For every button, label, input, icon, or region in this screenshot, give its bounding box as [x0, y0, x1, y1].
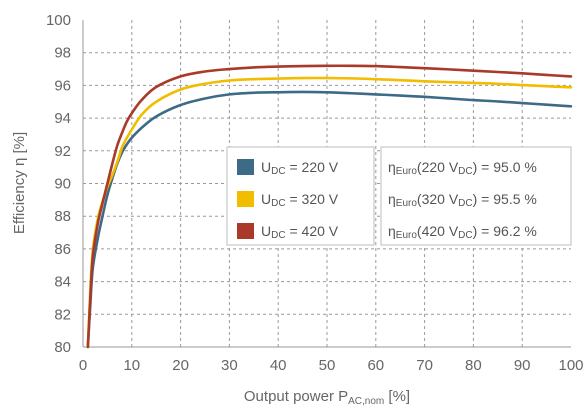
euro-efficiency-3: ηEuro(420 VDC) = 96.2 % — [388, 223, 537, 241]
y-tick-label: 88 — [54, 208, 71, 225]
legend-label-sub: DC — [271, 166, 285, 177]
euro-value: ) = 95.0 % — [473, 159, 537, 175]
legend-swatch-3 — [237, 223, 254, 239]
x-tick-label: 0 — [79, 357, 87, 374]
euro-paren-open: (320 V — [417, 191, 459, 207]
y-tick-label: 86 — [54, 241, 71, 258]
y-tick-label: 80 — [54, 339, 71, 356]
euro-paren-sub: DC — [458, 166, 472, 177]
euro-paren-open: (220 V — [417, 159, 459, 175]
legend-label-rest: = 420 V — [286, 223, 339, 239]
legend-box-euro — [380, 146, 572, 246]
legend-label-3: UDC = 420 V — [261, 223, 339, 241]
euro-sub: Euro — [396, 166, 418, 177]
y-tick-label: 90 — [54, 176, 71, 193]
x-tick-label: 60 — [367, 357, 384, 374]
euro-sub: Euro — [396, 230, 418, 241]
legend-label-rest: = 220 V — [286, 159, 339, 175]
euro-value: ) = 96.2 % — [473, 223, 537, 239]
series-line-1 — [86, 90, 573, 349]
legend-label-sub: DC — [271, 198, 285, 209]
x-tick-label: 10 — [123, 357, 140, 374]
legend-label-main: U — [261, 159, 271, 175]
tick-labels: 0 10 20 30 40 50 60 70 80 90 100 80 82 84 86 88 90 92 94 96… — [46, 12, 584, 374]
x-tick-label: 90 — [514, 357, 531, 374]
x-tick-label: 80 — [465, 357, 482, 374]
legend-label-rest: = 320 V — [286, 191, 339, 207]
euro-eta: η — [388, 159, 396, 175]
y-tick-label: 94 — [54, 110, 71, 127]
euro-eta: η — [388, 191, 396, 207]
y-tick-label: 96 — [54, 77, 71, 94]
x-tick-label: 30 — [221, 357, 238, 374]
euro-eta: η — [388, 223, 396, 239]
euro-paren-sub: DC — [458, 198, 472, 209]
x-axis-title-sub: AC,nom — [348, 396, 384, 407]
y-tick-label: 82 — [54, 306, 71, 323]
x-tick-label: 70 — [416, 357, 433, 374]
x-tick-label: 20 — [172, 357, 189, 374]
x-axis-title-main: Output power P — [244, 388, 348, 405]
legend-label-main: U — [261, 191, 271, 207]
legend-label-1: UDC = 220 V — [261, 159, 339, 177]
x-axis-title-unit: [%] — [384, 388, 410, 405]
x-axis-title: Output power PAC,nom [%] — [244, 388, 410, 407]
legend-label-sub: DC — [271, 230, 285, 241]
legend-swatch-1 — [237, 159, 254, 175]
euro-paren-open: (420 V — [417, 223, 459, 239]
y-tick-label: 100 — [46, 12, 71, 29]
series-line-3 — [86, 64, 573, 349]
euro-efficiency-2: ηEuro(320 VDC) = 95.5 % — [388, 191, 537, 209]
euro-efficiency-1: ηEuro(220 VDC) = 95.0 % — [388, 159, 537, 177]
y-axis-title: Efficiency η [%] — [11, 132, 28, 234]
x-tick-label: 100 — [558, 357, 583, 374]
legend-swatch-2 — [237, 191, 254, 207]
y-tick-label: 98 — [54, 45, 71, 62]
euro-paren-sub: DC — [458, 230, 472, 241]
x-tick-label: 40 — [270, 357, 287, 374]
legend-label-2: UDC = 320 V — [261, 191, 339, 209]
x-tick-label: 50 — [319, 357, 336, 374]
euro-value: ) = 95.5 % — [473, 191, 537, 207]
y-tick-label: 92 — [54, 143, 71, 160]
euro-sub: Euro — [396, 198, 418, 209]
legend-label-main: U — [261, 223, 271, 239]
series-layer — [86, 64, 573, 349]
y-tick-label: 84 — [54, 274, 71, 291]
